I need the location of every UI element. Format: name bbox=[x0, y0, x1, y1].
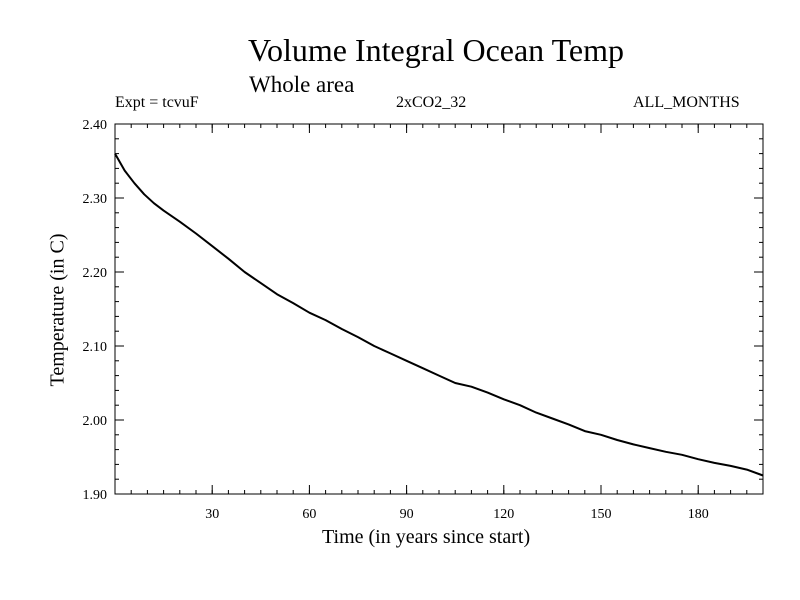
x-axis-label: Time (in years since start) bbox=[322, 526, 531, 548]
x-tick-label: 60 bbox=[302, 507, 316, 522]
chart-title: Volume Integral Ocean Temp bbox=[247, 32, 624, 68]
series-line bbox=[114, 153, 764, 477]
experiment-label: Expt = tcvuF bbox=[115, 94, 199, 111]
y-tick-label: 2.30 bbox=[83, 192, 108, 207]
x-tick-label: 120 bbox=[493, 507, 514, 522]
major-ticks bbox=[115, 123, 763, 495]
chart-subtitle: Whole area bbox=[249, 72, 355, 97]
x-tick-label: 150 bbox=[591, 507, 612, 522]
tick-labels: 30 60 90 120 150 180 1.90 2.00 2.10 2.20 2.30 2.40 bbox=[83, 118, 709, 522]
plot-frame bbox=[114, 123, 764, 495]
y-tick-label: 2.00 bbox=[83, 414, 108, 429]
run-label: 2xCO2_32 bbox=[396, 94, 467, 111]
x-tick-label: 180 bbox=[688, 507, 709, 522]
y-tick-label: 2.40 bbox=[83, 118, 108, 133]
minor-ticks bbox=[115, 124, 763, 494]
y-tick-label: 2.20 bbox=[83, 266, 108, 281]
series-group bbox=[114, 153, 764, 477]
months-label: ALL_MONTHS bbox=[633, 94, 740, 111]
x-tick-label: 90 bbox=[400, 507, 414, 522]
x-tick-label: 30 bbox=[205, 507, 219, 522]
y-tick-label: 2.10 bbox=[83, 340, 108, 355]
y-tick-label: 1.90 bbox=[83, 488, 108, 503]
